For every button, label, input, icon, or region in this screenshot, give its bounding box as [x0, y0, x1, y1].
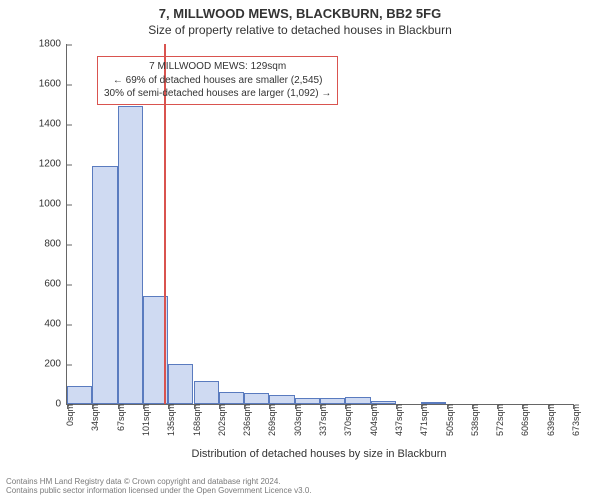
page-subtitle: Size of property relative to detached ho… — [0, 21, 600, 37]
histogram-bar — [219, 392, 244, 404]
histogram-bar — [67, 386, 92, 404]
histogram-bar — [168, 364, 193, 404]
x-tick: 404sqm — [363, 404, 379, 436]
histogram-bar — [295, 398, 320, 404]
y-tick: 600 — [44, 279, 67, 290]
x-tick: 505sqm — [439, 404, 455, 436]
annotation-line: ← 69% of detached houses are smaller (2,… — [104, 74, 331, 88]
x-tick: 67sqm — [110, 404, 126, 431]
histogram-bar — [371, 401, 396, 404]
x-tick: 337sqm — [312, 404, 328, 436]
x-tick: 202sqm — [211, 404, 227, 436]
x-tick: 168sqm — [186, 404, 202, 436]
x-tick: 370sqm — [337, 404, 353, 436]
y-tick: 800 — [44, 239, 67, 250]
x-tick: 673sqm — [565, 404, 581, 436]
footer-line: Contains public sector information licen… — [6, 486, 312, 496]
x-tick: 0sqm — [59, 404, 75, 426]
histogram-bar — [421, 402, 446, 404]
x-tick: 269sqm — [261, 404, 277, 436]
y-tick: 1600 — [39, 79, 67, 90]
reference-annotation: 7 MILLWOOD MEWS: 129sqm← 69% of detached… — [97, 56, 338, 105]
annotation-line: 30% of semi-detached houses are larger (… — [104, 87, 331, 101]
histogram-bar — [345, 397, 370, 404]
histogram-chart: 0200400600800100012001400160018000sqm34s… — [66, 44, 573, 405]
y-tick: 400 — [44, 319, 67, 330]
x-tick: 34sqm — [84, 404, 100, 431]
y-tick: 1800 — [39, 39, 67, 50]
y-tick: 1200 — [39, 159, 67, 170]
x-tick: 101sqm — [135, 404, 151, 436]
footer-line: Contains HM Land Registry data © Crown c… — [6, 477, 312, 487]
page-title: 7, MILLWOOD MEWS, BLACKBURN, BB2 5FG — [0, 0, 600, 21]
x-tick: 639sqm — [540, 404, 556, 436]
histogram-bar — [320, 398, 345, 404]
annotation-line: 7 MILLWOOD MEWS: 129sqm — [104, 60, 331, 74]
x-tick: 135sqm — [160, 404, 176, 436]
x-axis-label: Distribution of detached houses by size … — [66, 448, 572, 460]
y-tick: 200 — [44, 359, 67, 370]
histogram-bar — [269, 395, 294, 404]
y-tick: 1400 — [39, 119, 67, 130]
histogram-bar — [118, 106, 143, 404]
x-tick: 471sqm — [413, 404, 429, 436]
x-tick: 236sqm — [236, 404, 252, 436]
histogram-bar — [194, 381, 219, 404]
x-tick: 538sqm — [464, 404, 480, 436]
y-tick: 1000 — [39, 199, 67, 210]
histogram-bar — [92, 166, 117, 404]
footer-attribution: Contains HM Land Registry data © Crown c… — [6, 477, 312, 496]
x-tick: 606sqm — [514, 404, 530, 436]
x-tick: 303sqm — [287, 404, 303, 436]
x-tick: 572sqm — [489, 404, 505, 436]
x-tick: 437sqm — [388, 404, 404, 436]
histogram-bar — [244, 393, 269, 404]
